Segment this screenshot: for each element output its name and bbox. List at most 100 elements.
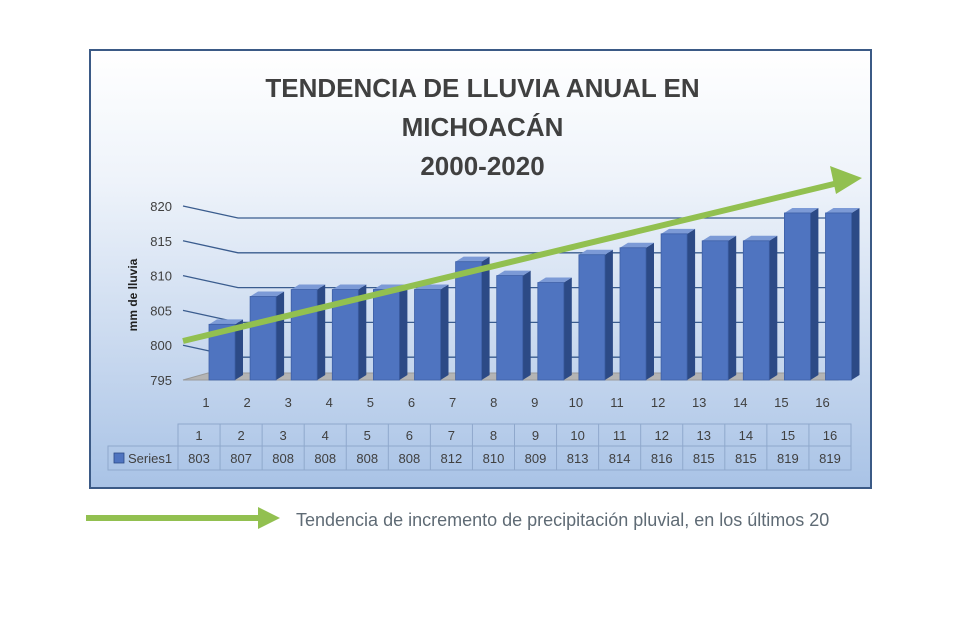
x-tick-label: 6 xyxy=(408,395,415,410)
bar-top xyxy=(291,284,326,290)
bar-side xyxy=(851,207,860,380)
bar xyxy=(455,261,483,381)
bar-top xyxy=(578,249,613,255)
bar-top xyxy=(702,235,737,241)
bar-side xyxy=(358,284,367,380)
bar-top xyxy=(455,256,490,262)
data-label: 816 xyxy=(651,451,673,466)
data-table-header-cell: 14 xyxy=(739,428,753,443)
bar-top xyxy=(537,277,572,283)
x-tick-label: 2 xyxy=(243,395,250,410)
bar-top xyxy=(661,228,696,234)
bar-side xyxy=(317,284,326,380)
data-table-header-cell: 2 xyxy=(237,428,244,443)
data-table-header-cell: 5 xyxy=(364,428,371,443)
x-tick-label: 1 xyxy=(202,395,209,410)
data-label: 803 xyxy=(188,451,210,466)
y-tick-label: 800 xyxy=(150,338,172,353)
data-table-header-cell: 1 xyxy=(195,428,202,443)
bar xyxy=(660,233,688,381)
data-table-header-cell: 3 xyxy=(280,428,287,443)
data-label: 819 xyxy=(777,451,799,466)
bar-side xyxy=(687,228,696,380)
trend-arrow-head-icon xyxy=(830,166,862,194)
data-table-header-cell: 16 xyxy=(823,428,837,443)
bar xyxy=(578,254,606,381)
data-label: 814 xyxy=(609,451,631,466)
bar xyxy=(290,289,318,381)
bar-top xyxy=(332,284,367,290)
data-label: 808 xyxy=(356,451,378,466)
x-tick-label: 9 xyxy=(531,395,538,410)
trend-legend-arrow-icon xyxy=(86,507,280,529)
x-tick-label: 12 xyxy=(651,395,665,410)
bar xyxy=(372,289,400,381)
y-tick-label: 820 xyxy=(150,199,172,214)
y-tick-label: 795 xyxy=(150,373,172,388)
x-tick-label: 10 xyxy=(569,395,583,410)
trend-caption: Tendencia de incremento de precipitación… xyxy=(296,510,830,530)
x-tick-label: 13 xyxy=(692,395,706,410)
bar-top xyxy=(784,207,819,213)
data-label: 819 xyxy=(819,451,841,466)
bar-side xyxy=(604,249,613,380)
bar xyxy=(742,240,770,381)
data-label: 815 xyxy=(693,451,715,466)
data-table-header-cell: 8 xyxy=(490,428,497,443)
data-label: 813 xyxy=(567,451,589,466)
x-tick-label: 16 xyxy=(815,395,829,410)
bar-top xyxy=(743,235,778,241)
data-table-header-cell: 7 xyxy=(448,428,455,443)
data-label: 815 xyxy=(735,451,757,466)
bar xyxy=(414,289,441,381)
gridline xyxy=(182,205,848,219)
bar-top xyxy=(250,291,285,297)
bar-side xyxy=(481,256,490,380)
bar-side xyxy=(646,242,654,380)
bar xyxy=(496,275,524,381)
y-axis-label: mm de lluvia xyxy=(126,258,140,331)
x-tick-label: 7 xyxy=(449,395,456,410)
bar-side xyxy=(522,270,531,380)
data-label: 809 xyxy=(525,451,547,466)
data-table-header-cell: 13 xyxy=(697,428,711,443)
data-table-header-cell: 12 xyxy=(654,428,668,443)
data-label: 808 xyxy=(272,451,294,466)
chart-title-line-1: TENDENCIA DE LLUVIA ANUAL EN xyxy=(265,73,700,103)
x-tick-label: 3 xyxy=(285,395,292,410)
data-table-header-cell: 15 xyxy=(781,428,795,443)
data-table-header-cell: 9 xyxy=(532,428,539,443)
bar-top xyxy=(825,207,860,213)
bar-side xyxy=(769,235,778,380)
data-label: 812 xyxy=(441,451,463,466)
data-table-header-cell: 10 xyxy=(570,428,584,443)
data-label: 808 xyxy=(398,451,420,466)
x-tick-label: 15 xyxy=(774,395,788,410)
y-tick-label: 810 xyxy=(150,269,172,284)
chart-title: TENDENCIA DE LLUVIA ANUAL EN MICHOACÁN 2… xyxy=(91,69,874,186)
y-tick-label: 805 xyxy=(150,303,172,318)
data-label: 808 xyxy=(314,451,336,466)
x-tick-label: 5 xyxy=(367,395,374,410)
legend-series-name: Series1 xyxy=(128,451,172,466)
data-label: 810 xyxy=(483,451,505,466)
bar xyxy=(249,296,277,381)
chart-title-line-2: MICHOACÁN xyxy=(401,112,564,142)
bar-top xyxy=(620,242,654,248)
data-table-header-cell: 6 xyxy=(406,428,413,443)
bar xyxy=(537,282,565,381)
bar-side xyxy=(728,235,737,380)
bar xyxy=(619,247,647,381)
legend-swatch xyxy=(113,452,125,464)
bar-top xyxy=(496,270,531,276)
x-tick-label: 4 xyxy=(326,395,333,410)
data-table-header-cell: 11 xyxy=(613,428,627,443)
bar xyxy=(825,212,852,381)
bar-top xyxy=(209,319,243,325)
data-label: 807 xyxy=(230,451,252,466)
x-tick-label: 11 xyxy=(610,395,624,410)
bar-side xyxy=(810,207,819,380)
bar xyxy=(784,212,811,381)
chart-title-line-3: 2000-2020 xyxy=(420,151,545,181)
